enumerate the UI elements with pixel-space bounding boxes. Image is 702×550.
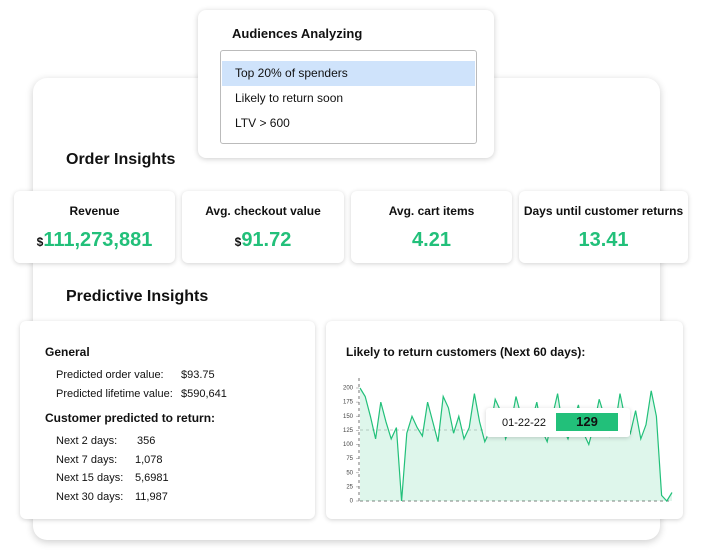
popup-title: Audiences Analyzing [232,26,363,41]
row-label: Predicted order value: [56,369,164,381]
metric-label: Avg. checkout value [205,204,321,218]
row-label: Next 2 days: [56,435,118,447]
metric-card: Avg. checkout value $91.72 [182,191,344,263]
y-tick-label: 125 [343,428,354,434]
metric-label: Avg. cart items [388,204,475,218]
metric-value-row: $111,273,881 [14,229,175,252]
audience-option[interactable]: Top 20% of spenders [222,61,475,86]
audience-popup: Audiences Analyzing Top 20% of spenders L… [198,10,494,158]
y-tick-label: 75 [346,456,353,462]
metric-label: Revenue [69,204,120,218]
metric-value: 13.41 [578,229,629,251]
metric-value-row: 4.21 [351,229,512,252]
audience-option[interactable]: LTV > 600 [235,116,290,130]
panel-heading: Customer predicted to return: [45,411,216,425]
metric-label: Days until customer returns [523,204,684,218]
audience-option[interactable]: Likely to return soon [235,91,344,105]
line [359,387,673,502]
audience-list: Top 20% of spenders Likely to return soon… [220,50,477,144]
row-label: Predicted lifetime value: [56,387,173,400]
metric-card: Avg. cart items 4.21 [351,191,512,263]
metric-value: 4.21 [412,229,451,251]
general-panel: General Predicted order value: $93.75 Pred… [20,321,315,519]
y-tick-label: 150 [343,414,354,420]
row-label: Next 15 days: [56,472,124,484]
area-fill [360,388,672,501]
row-value: 1,078 [135,453,163,466]
row-value: $93.75 [181,369,215,381]
y-tick-label: 25 [346,484,353,490]
row-value: $590,641 [181,387,227,400]
currency: $ [36,235,44,249]
y-tick-label: 100 [343,442,354,448]
chart-title: Likely to return customers (Next 60 days… [346,345,586,359]
metric-value: 91.72 [241,229,292,251]
row-label: Next 30 days: [56,490,124,503]
tooltip-value: 129 [556,413,618,431]
row-value: 11,987 [135,490,168,503]
metric-value-row: 13.41 [519,229,688,252]
currency: $ [234,235,242,249]
y-tick-label: 0 [350,499,354,505]
tooltip-date: 01-22-22 [502,417,547,429]
panel-heading: General [45,345,90,359]
metric-card: Days until customer returns 13.41 [519,191,688,263]
row-value: 356 [137,435,156,447]
section-title: Predictive Insights [66,288,209,305]
row-value: 5,6981 [135,472,169,484]
metric-card: Revenue $111,273,881 [14,191,175,263]
y-tick-label: 175 [343,400,354,406]
metric-value-row: $91.72 [182,229,344,252]
section-title: Order Insights [66,151,176,168]
tooltip: 01-22-22 129 [486,408,630,437]
row-label: Next 7 days: [56,453,118,466]
metric-value: 111,273,881 [43,229,153,251]
y-tick-label: 50 [346,470,353,476]
y-tick-label: 200 [343,386,354,392]
